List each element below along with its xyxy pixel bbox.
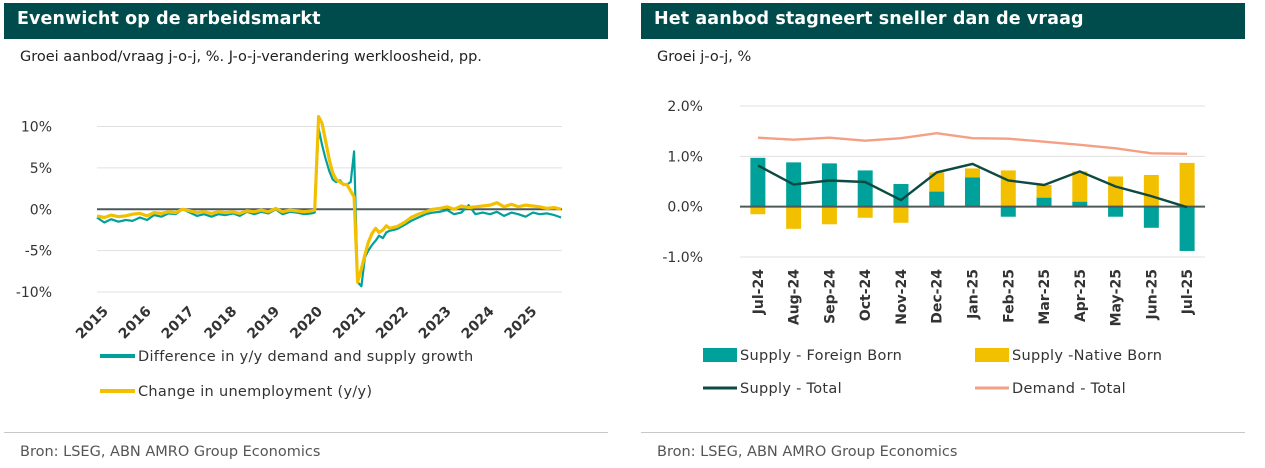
- x-tick-label: 2019: [244, 304, 283, 343]
- bar-foreign-born: [1000, 206, 1016, 217]
- y-tick-label: -5%: [25, 244, 52, 260]
- legend-label: Supply - Foreign Born: [740, 348, 902, 364]
- left-chart-title: Evenwicht op de arbeidsmarkt: [17, 9, 321, 29]
- right-chart-source: Bron: LSEG, ABN AMRO Group Economics: [657, 444, 958, 460]
- right-gridlines: [740, 105, 1205, 258]
- x-tick-label: Mar-25: [1037, 269, 1053, 325]
- x-tick-label: Nov-24: [894, 269, 910, 325]
- x-tick-label: 2025: [502, 304, 541, 343]
- bar-foreign-born: [1108, 206, 1124, 217]
- demand-total-line: [757, 131, 1188, 155]
- bar-foreign-born: [893, 184, 909, 207]
- x-tick-label: Dec-24: [930, 269, 946, 324]
- x-tick-label: 2022: [373, 304, 412, 343]
- y-tick-label: 10%: [21, 120, 52, 136]
- bar-native-born: [893, 206, 909, 223]
- legend-label: Difference in y/y demand and supply grow…: [138, 349, 474, 365]
- bar-native-born: [821, 206, 837, 225]
- bar-native-born: [1179, 162, 1195, 207]
- x-tick-label: 2015: [73, 304, 112, 343]
- bar-native-born: [1143, 174, 1159, 207]
- legend-swatch: [703, 348, 737, 362]
- x-tick-label: Aug-24: [787, 269, 803, 325]
- bar-foreign-born: [965, 177, 980, 207]
- stacked-bars: [750, 157, 1195, 251]
- x-tick-label: Apr-25: [1073, 269, 1089, 322]
- bar-native-born: [1072, 171, 1088, 202]
- bar-native-born: [786, 206, 802, 229]
- x-tick-label: 2017: [159, 304, 198, 343]
- x-tick-label: Jan-25: [966, 269, 982, 320]
- bar-foreign-born: [857, 170, 873, 207]
- y-tick-label: -1.0%: [662, 250, 703, 266]
- right-source-divider: [641, 432, 1245, 433]
- y-tick-label: 0.0%: [667, 200, 703, 216]
- x-tick-label: 2023: [416, 304, 455, 343]
- bar-native-born: [1108, 176, 1124, 207]
- bar-native-born: [750, 206, 766, 215]
- legend-label: Supply - Total: [740, 381, 842, 397]
- legend-swatch: [975, 348, 1009, 362]
- bar-foreign-born: [1072, 201, 1088, 207]
- bar-foreign-born: [929, 191, 945, 207]
- right-bar-chart: 2.0% 1.0% 0.0% -1.0% Jul-24 Aug-24 Sep-24 Oct-2…: [662, 99, 1205, 397]
- y-tick-label: 5%: [30, 161, 52, 177]
- x-tick-label: 2020: [287, 303, 326, 342]
- bar-native-born: [857, 206, 873, 218]
- x-tick-label: Jun-25: [1144, 269, 1160, 320]
- right-chart-title: Het aanbod stagneert sneller dan de vraa…: [654, 9, 1084, 29]
- bar-foreign-born: [750, 157, 766, 207]
- x-tick-label: 2024: [459, 303, 498, 342]
- right-chart-title-bar: Het aanbod stagneert sneller dan de vraa…: [641, 3, 1245, 39]
- x-tick-label: May-25: [1109, 269, 1125, 326]
- bar-native-born: [1036, 185, 1052, 198]
- x-tick-label: Jul-25: [1180, 269, 1196, 315]
- left-gridlines: [97, 126, 562, 293]
- left-source-divider: [4, 432, 608, 433]
- legend-label: Demand - Total: [1012, 381, 1126, 397]
- left-chart-title-bar: Evenwicht op de arbeidsmarkt: [4, 3, 608, 39]
- x-tick-label: Sep-24: [822, 269, 838, 324]
- bar-native-born: [1000, 170, 1016, 207]
- left-chart-source: Bron: LSEG, ABN AMRO Group Economics: [20, 444, 321, 460]
- left-line-chart: 10%5%0%-5%-10%2015 2016 2017 2018 2019 2020 20…: [16, 114, 562, 400]
- legend-label: Change in unemployment (y/y): [138, 384, 372, 400]
- unemployment-change-line: [96, 114, 562, 284]
- x-tick-label: Feb-25: [1001, 269, 1017, 323]
- y-tick-label: 1.0%: [667, 149, 703, 165]
- bar-foreign-born: [1179, 206, 1195, 251]
- right-chart-panel: Het aanbod stagneert sneller dan de vraa…: [641, 0, 1251, 468]
- x-tick-label: Jul-24: [751, 269, 767, 316]
- y-tick-label: 2.0%: [667, 99, 703, 115]
- y-tick-label: 0%: [30, 202, 52, 218]
- bar-foreign-born: [1036, 197, 1052, 207]
- x-tick-label: 2021: [330, 304, 369, 343]
- supply-total-line: [757, 162, 1188, 209]
- x-tick-label: 2018: [202, 304, 241, 343]
- x-tick-label: Oct-24: [858, 269, 874, 321]
- left-chart-panel: Evenwicht op de arbeidsmarkt Groei aanbo…: [4, 0, 614, 468]
- bar-native-born: [965, 168, 980, 178]
- left-chart-subtitle: Groei aanbod/vraag j-o-j, %. J-o-j-veran…: [20, 49, 482, 65]
- y-tick-label: -10%: [16, 285, 52, 301]
- bar-native-born: [929, 172, 945, 192]
- x-tick-label: 2016: [116, 304, 155, 343]
- bar-foreign-born: [821, 163, 837, 207]
- bar-foreign-born: [1143, 206, 1159, 228]
- legend-label: Supply -Native Born: [1012, 348, 1162, 364]
- right-chart-subtitle: Groei j-o-j, %: [657, 49, 752, 65]
